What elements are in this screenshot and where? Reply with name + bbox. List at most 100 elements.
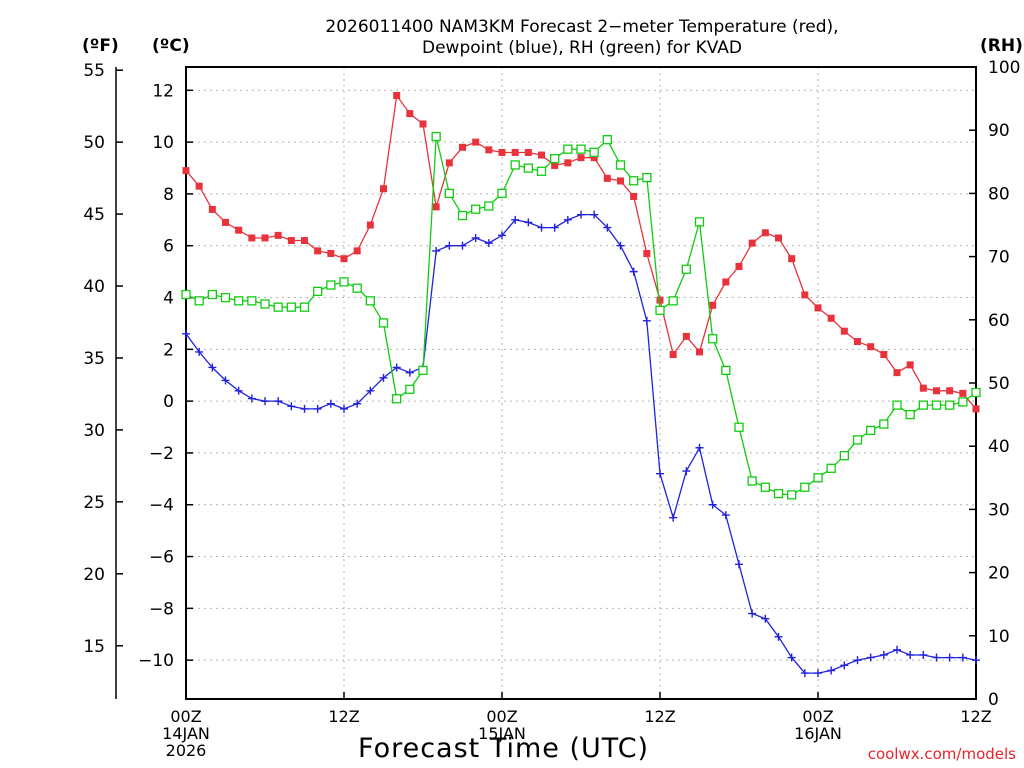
- data-point: [563, 144, 573, 154]
- chart-title-line-1: 2026011400 NAM3KM Forecast 2−meter Tempe…: [325, 17, 839, 37]
- data-point: [313, 286, 323, 297]
- data-point: [931, 400, 942, 410]
- data-point: [773, 488, 784, 499]
- data-point: [536, 166, 547, 176]
- rh-tick-label: 10: [988, 627, 1010, 647]
- data-point: [590, 210, 599, 219]
- celsius-tick-label: 2: [163, 340, 174, 360]
- data-point: [471, 233, 480, 242]
- data-point: [194, 296, 204, 306]
- data-point: [814, 669, 822, 678]
- data-point: [906, 361, 914, 369]
- data-point: [405, 368, 414, 377]
- data-point: [445, 241, 454, 250]
- data-point: [603, 174, 611, 182]
- x-tick-label: 14JAN: [162, 724, 210, 743]
- data-point: [892, 400, 902, 410]
- data-point: [801, 291, 809, 299]
- data-point: [459, 143, 466, 151]
- data-point: [484, 201, 494, 211]
- data-point: [787, 490, 797, 500]
- series-layer: [181, 91, 981, 678]
- data-point: [234, 296, 244, 306]
- axes: 152025303540455055−10−8−6−4−202468101201…: [83, 58, 1020, 760]
- data-point: [682, 467, 691, 476]
- source-credit[interactable]: coolwx.com/models: [867, 745, 1016, 763]
- data-point: [366, 221, 374, 229]
- data-point: [761, 229, 769, 237]
- data-point: [788, 255, 796, 263]
- data-point: [602, 135, 612, 145]
- rh-tick-label: 90: [988, 121, 1010, 141]
- data-point: [247, 296, 257, 306]
- data-point: [182, 329, 190, 338]
- data-point: [854, 338, 861, 346]
- data-point: [300, 404, 309, 413]
- data-point: [721, 511, 730, 520]
- data-point: [629, 267, 638, 276]
- rh-tick-label: 30: [988, 500, 1010, 520]
- data-point: [577, 154, 585, 162]
- data-point: [498, 148, 506, 156]
- celsius-axis-header: (ºC): [152, 36, 190, 56]
- fahrenheit-tick-label: 30: [83, 421, 105, 441]
- data-point: [379, 373, 388, 382]
- series-2-meter-temperature: [182, 91, 980, 413]
- data-point: [722, 278, 730, 286]
- series-rh: [181, 131, 981, 500]
- data-point: [221, 376, 230, 385]
- data-point: [380, 185, 387, 193]
- data-point: [182, 167, 190, 175]
- data-point: [826, 463, 836, 473]
- rh-tick-label: 50: [988, 374, 1010, 394]
- data-point: [299, 302, 310, 312]
- fahrenheit-tick-label: 25: [83, 493, 105, 513]
- series-line: [185, 93, 977, 410]
- rh-tick-label: 80: [988, 184, 1010, 204]
- data-point: [208, 363, 217, 372]
- data-point: [709, 301, 717, 309]
- gridlines: [186, 67, 976, 699]
- data-point: [893, 369, 901, 377]
- data-point: [747, 476, 757, 486]
- data-point: [326, 280, 336, 290]
- data-point: [340, 404, 348, 413]
- series-dewpoint: [182, 210, 980, 678]
- fahrenheit-tick-label: 15: [83, 637, 105, 657]
- x-tick-label: 12Z: [960, 707, 991, 726]
- data-point: [220, 293, 231, 303]
- celsius-tick-label: 12: [152, 81, 174, 101]
- fahrenheit-tick-label: 50: [83, 133, 105, 153]
- fahrenheit-tick-label: 20: [83, 565, 105, 585]
- data-point: [418, 365, 428, 376]
- data-point: [458, 241, 467, 250]
- data-point: [958, 397, 968, 407]
- celsius-tick-label: −10: [138, 651, 174, 671]
- data-point: [696, 348, 703, 356]
- data-point: [524, 218, 533, 227]
- data-point: [734, 422, 744, 432]
- data-point: [365, 296, 375, 306]
- data-point: [760, 482, 770, 492]
- data-point: [708, 500, 717, 509]
- data-point: [457, 210, 468, 221]
- rh-tick-label: 40: [988, 437, 1010, 457]
- data-point: [906, 650, 915, 659]
- data-point: [551, 161, 559, 169]
- data-point: [681, 264, 691, 274]
- data-point: [326, 399, 335, 408]
- data-point: [866, 425, 876, 436]
- data-point: [472, 138, 480, 146]
- data-point: [352, 283, 362, 293]
- x-tick-label: 00Z: [802, 707, 833, 726]
- data-point: [959, 389, 967, 397]
- data-point: [695, 443, 704, 452]
- data-point: [668, 296, 678, 306]
- data-point: [431, 131, 441, 142]
- chart-title-line-2: Dewpoint (blue), RH (green) for KVAD: [422, 38, 742, 58]
- data-point: [972, 656, 980, 665]
- data-point: [932, 653, 941, 662]
- data-point: [590, 154, 598, 162]
- data-point: [669, 513, 678, 522]
- data-point: [564, 159, 572, 167]
